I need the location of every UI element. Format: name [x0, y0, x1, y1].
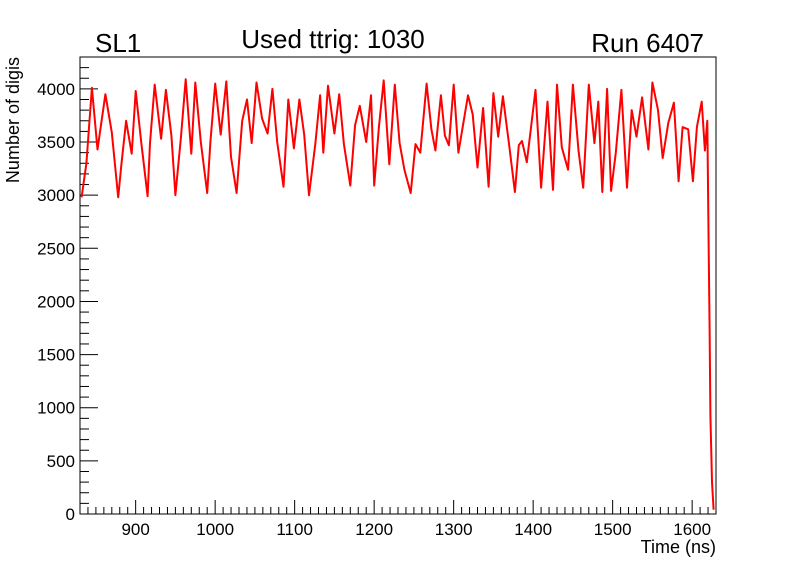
- y-tick-label: 1000: [37, 399, 75, 418]
- x-tick-label: 1100: [276, 520, 313, 539]
- x-axis-label: Time (ns): [641, 537, 716, 557]
- chart-title-right: Run 6407: [591, 28, 704, 58]
- plot-frame: [79, 56, 717, 515]
- x-tick-label: 1400: [514, 520, 552, 539]
- chart-title: Used ttrig: 1030: [241, 24, 425, 54]
- x-tick-label: 900: [121, 520, 149, 539]
- y-tick-label: 1500: [37, 346, 75, 365]
- tick-labels: 900 1000 1100 1200 1300 1400 1500 1600 0 500 1000 1…: [37, 80, 711, 539]
- y-tick-label: 2000: [37, 292, 75, 311]
- y-tick-label: 4000: [37, 80, 75, 99]
- x-tick-label: 1300: [435, 520, 473, 539]
- y-tick-label: 3500: [37, 133, 75, 152]
- y-axis-label: Number of digis: [3, 57, 23, 183]
- chart-title-left: SL1: [95, 28, 141, 58]
- y-tick-label: 0: [66, 505, 75, 524]
- x-tick-label: 1600: [673, 520, 711, 539]
- y-tick-label: 2500: [37, 239, 75, 258]
- series-line: [80, 78, 715, 510]
- x-tick-label: 1000: [196, 520, 234, 539]
- x-tick-label: 1500: [594, 520, 632, 539]
- x-tick-label: 1200: [355, 520, 393, 539]
- y-tick-label: 3000: [37, 186, 75, 205]
- axis-ticks: [79, 56, 717, 515]
- y-tick-label: 500: [47, 452, 75, 471]
